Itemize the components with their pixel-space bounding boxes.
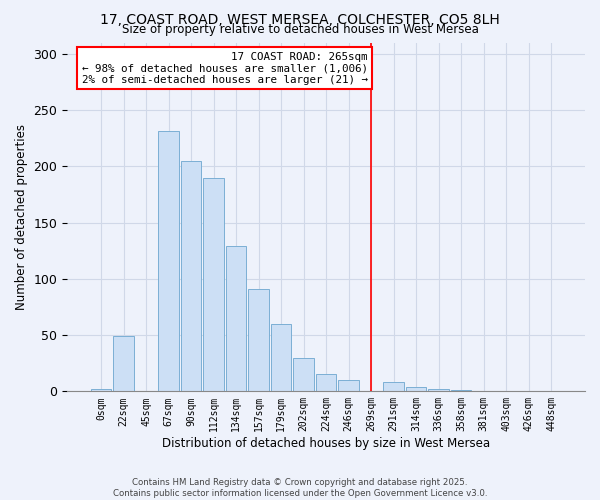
Text: Size of property relative to detached houses in West Mersea: Size of property relative to detached ho… <box>122 22 478 36</box>
Bar <box>406 387 427 392</box>
Bar <box>293 358 314 392</box>
Text: 17 COAST ROAD: 265sqm
← 98% of detached houses are smaller (1,006)
2% of semi-de: 17 COAST ROAD: 265sqm ← 98% of detached … <box>82 52 368 84</box>
Text: 17, COAST ROAD, WEST MERSEA, COLCHESTER, CO5 8LH: 17, COAST ROAD, WEST MERSEA, COLCHESTER,… <box>100 12 500 26</box>
Bar <box>203 178 224 392</box>
Bar <box>226 246 247 392</box>
Bar <box>271 324 292 392</box>
Bar <box>248 289 269 392</box>
Y-axis label: Number of detached properties: Number of detached properties <box>15 124 28 310</box>
Bar <box>91 389 112 392</box>
Bar <box>383 382 404 392</box>
X-axis label: Distribution of detached houses by size in West Mersea: Distribution of detached houses by size … <box>162 437 490 450</box>
Bar <box>428 389 449 392</box>
Bar <box>316 374 337 392</box>
Bar <box>338 380 359 392</box>
Text: Contains HM Land Registry data © Crown copyright and database right 2025.
Contai: Contains HM Land Registry data © Crown c… <box>113 478 487 498</box>
Bar <box>451 390 472 392</box>
Bar <box>113 336 134 392</box>
Bar <box>158 132 179 392</box>
Bar <box>181 160 202 392</box>
